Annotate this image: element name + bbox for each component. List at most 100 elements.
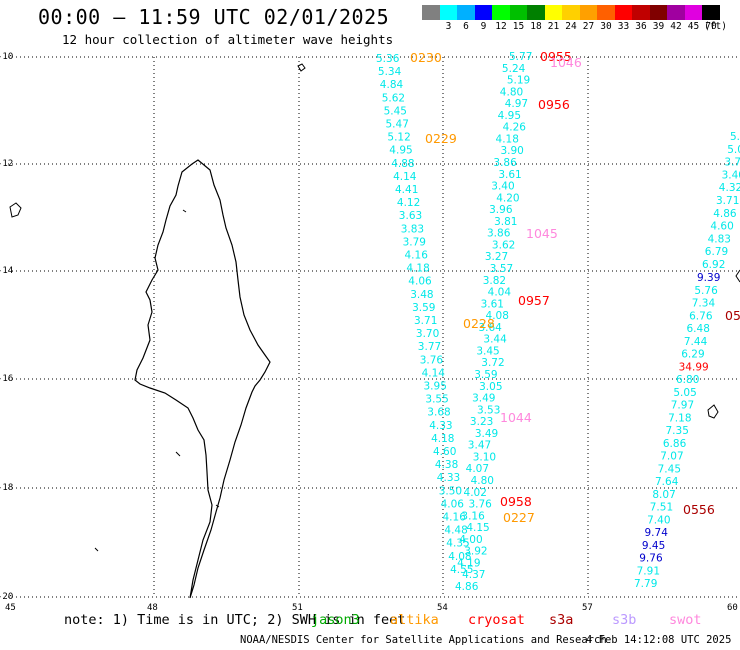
swh-value-label: 6.76 <box>689 310 713 322</box>
swh-value-label: 3.63 <box>399 210 422 222</box>
swh-value-label: 9.74 <box>645 527 669 539</box>
swh-value-label: 0958 <box>500 494 532 509</box>
swh-value-label: 3.27 <box>485 251 508 263</box>
graticule <box>8 56 740 598</box>
swh-value-label: 3.95 <box>424 381 447 393</box>
legend-swatch <box>474 5 492 20</box>
legend-label: 9 <box>480 21 487 32</box>
swh-value-label: 4.60 <box>710 221 733 233</box>
swh-value-label: 3.57 <box>490 263 513 275</box>
swh-value-label: 05 <box>725 308 740 323</box>
swh-value-label: 4.00 <box>459 534 482 546</box>
swh-value-label: 4.38 <box>435 459 458 471</box>
swh-value-label: 4.18 <box>406 263 429 275</box>
swh-value-label: 4.32 <box>719 182 740 194</box>
swh-value-label: 0227 <box>503 510 535 525</box>
legend-label: 45 <box>687 21 700 32</box>
swh-value-label: 6.29 <box>681 349 704 361</box>
swh-value-label: 3.62 <box>492 239 515 251</box>
swh-value-label: 3.96 <box>489 204 513 216</box>
swh-value-label: 3.86 <box>493 157 517 169</box>
coast-fragment <box>94 209 220 552</box>
swh-value-label: 3.64 <box>478 322 502 334</box>
swh-value-label: 3.70 <box>416 328 439 340</box>
swh-value-label: 3.44 <box>483 334 507 346</box>
swh-value-label: 3.92 <box>464 546 487 558</box>
legend-swatch <box>579 5 597 20</box>
mauritius-island <box>735 269 740 283</box>
swh-value-label: 3.71 <box>716 195 739 207</box>
swh-value-label: 4.06 <box>408 276 432 288</box>
swh-value-label: 4.19 <box>457 557 480 569</box>
map-subtitle: 12 hour collection of altimeter wave hei… <box>62 32 394 47</box>
latitude-label: -12 <box>0 159 14 169</box>
swh-value-label: 4.97 <box>505 98 528 110</box>
legend-swatch <box>562 5 580 20</box>
swh-value-label: 4.04 <box>488 287 512 299</box>
satellite-swot: swot <box>669 612 702 628</box>
swh-value-label: 3.40 <box>491 181 514 193</box>
legend-label: 70 <box>705 21 717 32</box>
swh-value-label: 3.72 <box>481 357 504 369</box>
legend-swatch <box>439 5 457 20</box>
satellite-cryosat: cryosat <box>468 612 525 628</box>
swh-value-label: 7.64 <box>655 476 679 488</box>
swh-value-label: 0957 <box>518 293 550 308</box>
swh-value-label: 9.76 <box>639 553 663 565</box>
swh-value-label: 4.37 <box>462 569 485 581</box>
legend-swatch <box>422 5 440 20</box>
swh-value-label: 0955 <box>540 49 572 64</box>
north-cape <box>9 202 22 218</box>
swh-value-label: 3.45 <box>476 345 499 357</box>
legend-swatch <box>457 5 475 20</box>
swh-value-label: 4.88 <box>391 158 414 170</box>
legend-swatch <box>492 5 510 20</box>
swh-value-label: 7.18 <box>668 412 691 424</box>
swh-value-label: 0229 <box>425 131 457 146</box>
swh-value-label: 4.95 <box>389 145 412 157</box>
swh-value-label: 3.59 <box>474 369 497 381</box>
swh-value-label: 7.97 <box>671 400 694 412</box>
swh-value-label: 3.10 <box>473 451 496 463</box>
swh-value-label: 6.92 <box>702 259 725 271</box>
longitude-label: 45 <box>5 603 16 613</box>
swh-value-label: 3.48 <box>410 289 433 301</box>
swh-value-label: 4.86 <box>713 208 737 220</box>
legend-label: 12 <box>495 21 507 32</box>
swh-value-label: 5.47 <box>386 119 409 131</box>
latitude-label: -16 <box>0 374 14 384</box>
satellite-s3a: s3a <box>549 612 574 628</box>
swh-value-label: 7.34 <box>692 298 716 310</box>
credit-text: NOAA/NESDIS Center for Satellite Applica… <box>240 634 607 646</box>
legend-label: 36 <box>635 21 647 32</box>
swh-value-label: 5.45 <box>384 105 407 117</box>
swh-value-label: 3.76 <box>420 354 444 366</box>
swh-value-label: 3.53 <box>477 404 500 416</box>
swh-value-label: 3.79 <box>403 236 426 248</box>
latitude-label: -20 <box>0 592 14 602</box>
swh-value-label: 3.49 <box>472 393 495 405</box>
swh-value-label: 4.33 <box>429 420 452 432</box>
latitude-label: -14 <box>0 266 14 276</box>
longitude-label: 54 <box>437 603 448 613</box>
latitude-label: -18 <box>0 483 14 493</box>
swh-value-label: 4.83 <box>708 233 731 245</box>
swh-value-label: 4.06 <box>441 498 465 510</box>
swh-value-label: 5.24 <box>502 63 526 75</box>
latitude-label: -10 <box>0 52 14 62</box>
swh-value-label: 4.80 <box>500 86 523 98</box>
color-legend <box>422 5 720 20</box>
swh-value-label: 5.05 <box>673 387 696 399</box>
reunion-island <box>707 404 719 419</box>
comoros-island <box>297 63 306 72</box>
footer-note: note: 1) Time is in UTC; 2) SWH is in fe… <box>64 612 406 628</box>
swh-value-label: 4.14 <box>393 171 417 183</box>
legend-label: 18 <box>530 21 542 32</box>
swh-value-label: 4.08 <box>486 310 509 322</box>
swh-value-label: 3.71 <box>414 315 437 327</box>
satellite-jason3: jason3 <box>311 612 360 628</box>
swh-value-label: 3.50 <box>439 485 462 497</box>
swh-value-label: 4.20 <box>496 192 519 204</box>
longitude-label: 48 <box>147 603 158 613</box>
legend-label: 27 <box>582 21 595 32</box>
